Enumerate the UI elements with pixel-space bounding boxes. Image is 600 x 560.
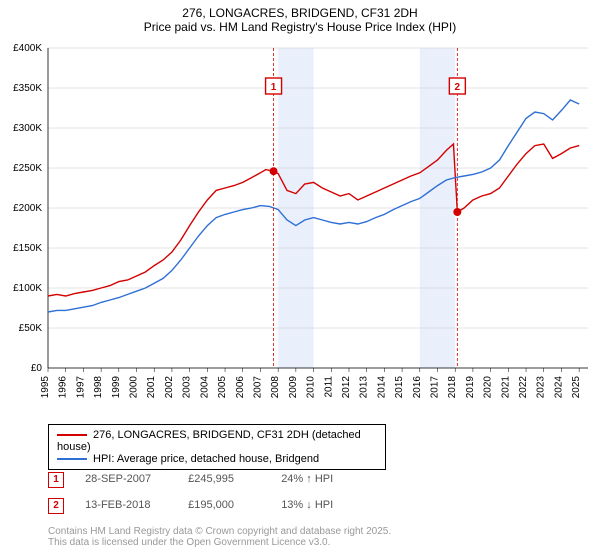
tx-price: £195,000 [188,499,278,511]
price-chart: £0 £50K £100K £150K £200K £250K £300K £350K £400… [0,40,600,420]
footer-line: This data is licensed under the Open Gov… [48,537,391,548]
svg-text:2004: 2004 [199,376,210,399]
svg-text:2: 2 [455,82,461,93]
legend-label: 276, LONGACRES, BRIDGEND, CF31 2DH (deta… [57,429,361,453]
svg-text:2021: 2021 [500,376,511,399]
svg-text:1996: 1996 [58,376,69,399]
marker-badge: 1 [48,472,64,488]
svg-text:2019: 2019 [465,376,476,399]
svg-text:£200K: £200K [13,203,42,214]
legend: 276, LONGACRES, BRIDGEND, CF31 2DH (deta… [48,424,386,470]
svg-text:2008: 2008 [270,376,281,399]
svg-text:2016: 2016 [412,376,423,399]
svg-text:2020: 2020 [483,376,494,399]
svg-text:2005: 2005 [217,376,228,399]
tx-date: 13-FEB-2018 [85,499,185,511]
tx-price: £245,995 [188,473,278,485]
svg-text:2013: 2013 [359,376,370,399]
tx-delta: 13% ↓ HPI [281,499,333,511]
svg-text:£150K: £150K [13,243,42,254]
legend-item: 276, LONGACRES, BRIDGEND, CF31 2DH (deta… [57,429,377,453]
svg-text:2018: 2018 [447,376,458,399]
svg-text:2010: 2010 [306,376,317,399]
svg-text:£0: £0 [31,363,43,374]
svg-text:2015: 2015 [394,376,405,399]
svg-text:2011: 2011 [323,376,334,398]
svg-text:£50K: £50K [19,323,43,334]
svg-text:£100K: £100K [13,283,42,294]
svg-text:2022: 2022 [518,376,529,399]
svg-text:£350K: £350K [13,83,42,94]
svg-text:2025: 2025 [571,376,582,399]
legend-item: HPI: Average price, detached house, Brid… [57,453,377,465]
svg-text:2024: 2024 [553,376,564,399]
chart-subtitle: Price paid vs. HM Land Registry's House … [0,20,600,34]
legend-label: HPI: Average price, detached house, Brid… [93,453,319,465]
svg-text:2001: 2001 [146,376,157,399]
chart-title: 276, LONGACRES, BRIDGEND, CF31 2DH [0,0,600,20]
svg-text:1995: 1995 [40,376,51,399]
svg-text:£300K: £300K [13,123,42,134]
svg-text:2006: 2006 [235,376,246,399]
tx-delta: 24% ↑ HPI [281,473,333,485]
svg-text:£400K: £400K [13,43,42,54]
svg-text:2017: 2017 [430,376,441,399]
footer-text: Contains HM Land Registry data © Crown c… [48,526,391,548]
svg-text:2002: 2002 [164,376,175,399]
svg-text:2000: 2000 [129,376,140,399]
tx-date: 28-SEP-2007 [85,473,185,485]
svg-text:2003: 2003 [182,376,193,399]
transaction-row: 2 13-FEB-2018 £195,000 13% ↓ HPI [48,498,333,514]
svg-text:1997: 1997 [75,376,86,399]
svg-text:2014: 2014 [376,376,387,399]
svg-text:£250K: £250K [13,163,42,174]
marker-badge: 2 [48,498,64,514]
transaction-row: 1 28-SEP-2007 £245,995 24% ↑ HPI [48,472,333,488]
svg-text:1999: 1999 [111,376,122,399]
svg-text:2007: 2007 [252,376,263,399]
svg-text:2012: 2012 [341,376,352,399]
svg-text:1: 1 [271,82,277,93]
svg-text:2009: 2009 [288,376,299,399]
footer-line: Contains HM Land Registry data © Crown c… [48,526,391,537]
svg-text:2023: 2023 [536,376,547,399]
svg-text:1998: 1998 [93,376,104,399]
